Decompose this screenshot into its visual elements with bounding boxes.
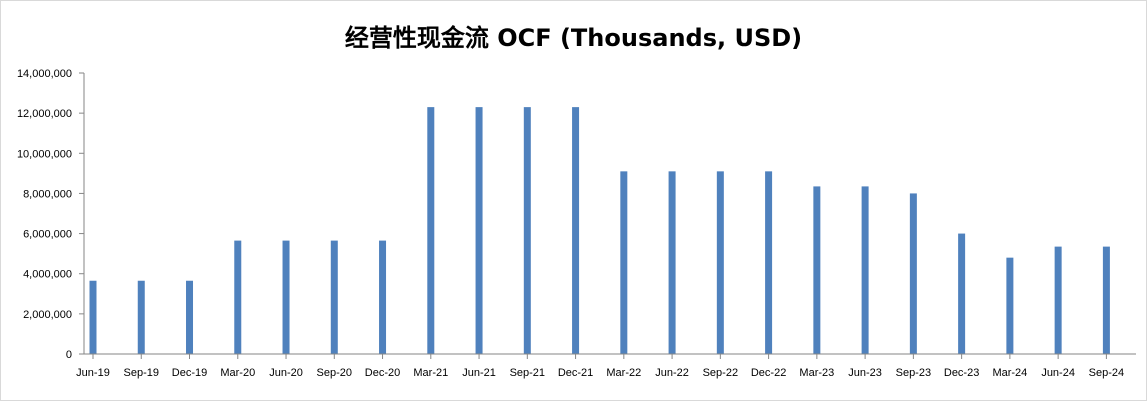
bar-series [89, 107, 1110, 354]
x-axis: Jun-19 Sep-19 Dec-19 Mar-20 Jun-20 Sep-20 Dec-… [76, 354, 1124, 379]
y-axis: 0 2,000,000 4,000,000 6,000,000 8,000,000 10,… [17, 68, 84, 361]
y-tick-label: 12,000,000 [17, 108, 72, 120]
x-tick-label: Mar-23 [799, 367, 834, 379]
y-tick-label: 14,000,000 [17, 68, 72, 80]
bar [765, 171, 773, 354]
x-tick-label: Sep-24 [1089, 367, 1124, 379]
bar [523, 107, 531, 354]
bar [813, 186, 821, 354]
x-tick-label: Dec-19 [172, 367, 207, 379]
x-tick-label: Dec-20 [365, 367, 400, 379]
x-tick-label: Jun-24 [1041, 367, 1075, 379]
bar [475, 107, 483, 354]
x-tick-label: Sep-22 [703, 367, 738, 379]
bar [668, 171, 676, 354]
bar [137, 280, 145, 354]
x-tick-label: Jun-21 [462, 367, 496, 379]
bar [909, 193, 917, 354]
bar [234, 240, 242, 354]
x-tick-label: Mar-21 [413, 367, 448, 379]
y-tick-label: 6,000,000 [23, 229, 72, 241]
bar [861, 186, 869, 354]
x-tick-label: Sep-19 [124, 367, 159, 379]
x-tick-label: Jun-20 [269, 367, 303, 379]
x-tick-label: Jun-23 [848, 367, 882, 379]
bar [330, 240, 338, 354]
x-tick-label: Sep-20 [317, 367, 352, 379]
x-tick-label: Dec-23 [944, 367, 979, 379]
bar [958, 233, 966, 354]
x-tick-label: Mar-24 [992, 367, 1027, 379]
bar [427, 107, 435, 354]
x-tick-label: Dec-22 [751, 367, 786, 379]
chart-title: 经营性现金流 OCF (Thousands, USD) [344, 24, 803, 52]
y-tick-label: 0 [66, 349, 72, 361]
bar [379, 240, 387, 354]
x-tick-label: Mar-22 [606, 367, 641, 379]
bar [1006, 257, 1014, 354]
x-tick-label: Jun-19 [76, 367, 110, 379]
x-tick-label: Jun-22 [655, 367, 689, 379]
x-tick-label: Sep-21 [510, 367, 545, 379]
y-tick-label: 8,000,000 [23, 188, 72, 200]
x-tick-label: Sep-23 [896, 367, 931, 379]
bar [1054, 246, 1062, 354]
bar [89, 280, 97, 354]
bar [716, 171, 724, 354]
bar [1102, 246, 1110, 354]
bar [282, 240, 290, 354]
x-tick-label: Mar-20 [220, 367, 255, 379]
y-tick-label: 10,000,000 [17, 148, 72, 160]
bar [620, 171, 628, 354]
y-tick-label: 4,000,000 [23, 269, 72, 281]
bar [186, 280, 194, 354]
y-tick-label: 2,000,000 [23, 309, 72, 321]
bar [572, 107, 580, 354]
x-tick-label: Dec-21 [558, 367, 593, 379]
